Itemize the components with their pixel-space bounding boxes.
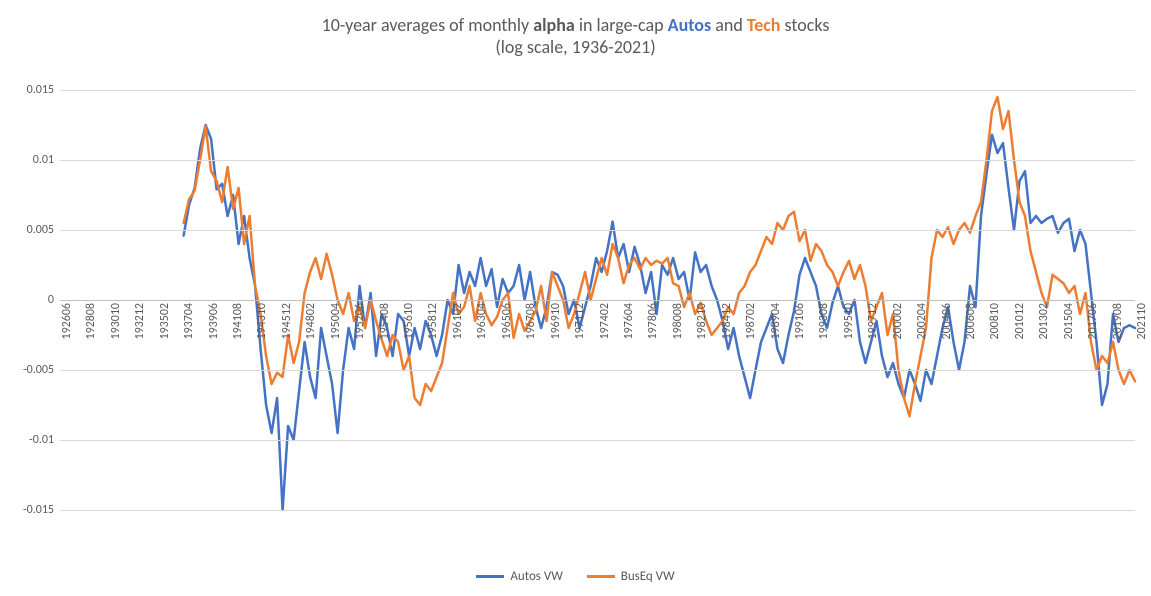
x-tick-label: 198904 <box>769 303 783 340</box>
title-tech: Tech <box>747 14 781 36</box>
legend-item: BusEq VW <box>587 569 675 584</box>
title-mid1: in large-cap <box>575 14 668 36</box>
x-tick-label: 194802 <box>304 303 318 340</box>
x-tick-label: 195206 <box>353 303 367 340</box>
y-tick-label: 0.01 <box>33 153 60 167</box>
axis-zero-line <box>60 300 1135 301</box>
title-prefix: 10-year averages of monthly <box>322 14 534 36</box>
x-tick-label: 197112 <box>573 303 587 340</box>
x-tick-label: 197604 <box>622 303 636 340</box>
y-tick-label: 0.015 <box>27 83 60 97</box>
x-tick-label: 193212 <box>133 303 147 340</box>
x-tick-label: 199510 <box>842 303 856 340</box>
x-tick-label: 201706 <box>1086 303 1100 340</box>
title-line-2: (log scale, 1936-2021) <box>0 37 1151 59</box>
x-tick-label: 202110 <box>1135 303 1149 340</box>
x-tick-label: 194512 <box>280 303 294 340</box>
x-tick-label: 195610 <box>402 303 416 340</box>
plot-area: 192606 192808 193010 193212 193502 193704 1939… <box>60 90 1135 510</box>
x-tick-label: 192808 <box>84 303 98 340</box>
legend: Autos VW BusEq VW <box>0 569 1151 584</box>
legend-swatch <box>587 575 615 578</box>
legend-label: BusEq VW <box>621 569 675 584</box>
title-autos: Autos <box>668 14 712 36</box>
title-alpha: alpha <box>533 14 575 36</box>
x-tick-label: 197402 <box>598 303 612 340</box>
x-tick-label: 200810 <box>988 303 1002 340</box>
x-tick-label: 201504 <box>1062 303 1076 340</box>
x-tick-label: 200002 <box>891 303 905 340</box>
x-tick-label: 196102 <box>451 303 465 340</box>
x-tick-label: 196304 <box>475 303 489 340</box>
x-tick-label: 193704 <box>182 303 196 340</box>
x-tick-label: 195812 <box>426 303 440 340</box>
title-mid2: and <box>711 14 747 36</box>
x-tick-label: 195408 <box>378 303 392 340</box>
x-tick-label: 199712 <box>866 303 880 340</box>
chart-container: 10-year averages of monthly alpha in lar… <box>0 0 1151 596</box>
chart-title: 10-year averages of monthly alpha in lar… <box>0 15 1151 58</box>
x-tick-label: 193906 <box>207 303 221 340</box>
grid-line <box>60 90 1135 91</box>
x-tick-label: 199308 <box>817 303 831 340</box>
x-tick-label: 201302 <box>1037 303 1051 340</box>
x-tick-label: 197806 <box>646 303 660 340</box>
grid-line <box>60 230 1135 231</box>
title-suffix: stocks <box>780 14 829 36</box>
x-tick-label: 195004 <box>329 303 343 340</box>
y-tick-label: -0.01 <box>29 433 60 447</box>
y-tick-label: -0.005 <box>23 363 60 377</box>
x-tick-label: 201012 <box>1013 303 1027 340</box>
y-tick-label: 0.005 <box>27 223 60 237</box>
x-tick-label: 193502 <box>158 303 172 340</box>
x-tick-label: 194108 <box>231 303 245 340</box>
x-tick-label: 198008 <box>671 303 685 340</box>
x-tick-label: 200608 <box>964 303 978 340</box>
x-tick-label: 201908 <box>1111 303 1125 340</box>
x-tick-label: 194310 <box>255 303 269 340</box>
x-tick-label: 198412 <box>720 303 734 340</box>
x-tick-label: 196708 <box>524 303 538 340</box>
grid-line <box>60 160 1135 161</box>
x-tick-label: 199106 <box>793 303 807 340</box>
x-tick-label: 200204 <box>915 303 929 340</box>
legend-item: Autos VW <box>476 569 562 584</box>
title-line-1: 10-year averages of monthly alpha in lar… <box>0 15 1151 37</box>
x-tick-label: 200406 <box>940 303 954 340</box>
y-tick-label: 0 <box>48 293 60 307</box>
grid-line <box>60 440 1135 441</box>
x-tick-label: 196506 <box>500 303 514 340</box>
x-tick-label: 196910 <box>549 303 563 340</box>
x-tick-label: 193010 <box>109 303 123 340</box>
y-tick-label: -0.015 <box>23 503 60 517</box>
grid-line <box>60 370 1135 371</box>
x-tick-label: 192606 <box>60 303 74 340</box>
grid-line <box>60 510 1135 511</box>
legend-swatch <box>476 575 504 578</box>
x-tick-label: 198702 <box>744 303 758 340</box>
series-line <box>184 97 1135 416</box>
x-tick-label: 198210 <box>695 303 709 340</box>
legend-label: Autos VW <box>510 569 562 584</box>
